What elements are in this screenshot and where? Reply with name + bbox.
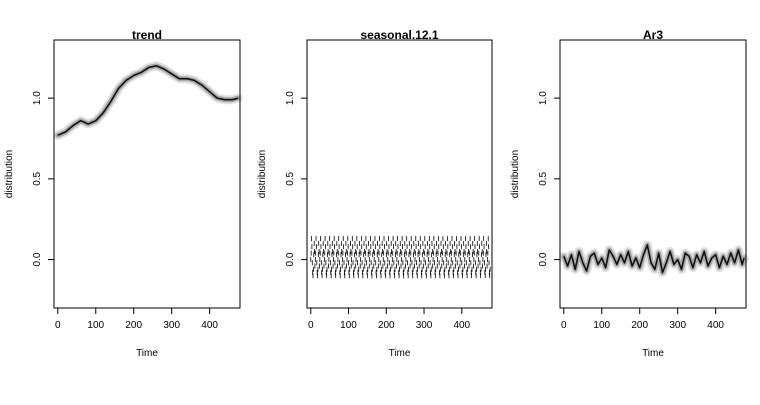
y-tick-label: 1.0 bbox=[285, 91, 296, 105]
y-tick-label: 0.5 bbox=[538, 171, 549, 185]
y-axis-label: distribution bbox=[257, 150, 268, 198]
x-tick-label: 200 bbox=[125, 320, 142, 331]
x-tick-label: 200 bbox=[378, 320, 395, 331]
series-band bbox=[55, 63, 241, 138]
y-tick-label: 0.5 bbox=[32, 171, 43, 185]
y-tick-label: 1.0 bbox=[538, 91, 549, 105]
chart-title: trend bbox=[132, 28, 162, 42]
plot-box bbox=[559, 39, 747, 309]
series-line bbox=[563, 244, 745, 274]
x-axis-label: Time bbox=[389, 348, 411, 359]
series-line bbox=[57, 65, 239, 137]
y-tick-label: 0.0 bbox=[32, 252, 43, 266]
chart-title: seasonal.12.1 bbox=[360, 28, 438, 42]
x-tick-label: 400 bbox=[707, 320, 724, 331]
y-tick-label: 1.0 bbox=[32, 91, 43, 105]
panel-3: Ar3 0 100 200 300 400 0.0 0.5 1.0 Time distributio… bbox=[510, 28, 749, 359]
x-tick-label: 0 bbox=[55, 320, 61, 331]
y-tick-label: 0.5 bbox=[285, 171, 296, 185]
y-axis-label: distribution bbox=[4, 150, 15, 198]
x-tick-label: 100 bbox=[340, 320, 357, 331]
plot-box bbox=[53, 39, 241, 309]
y-axis-label: distribution bbox=[510, 150, 521, 198]
y-tick-label: 0.0 bbox=[285, 252, 296, 266]
chart-title: Ar3 bbox=[643, 28, 663, 42]
x-tick-label: 0 bbox=[308, 320, 314, 331]
x-tick-label: 400 bbox=[201, 320, 218, 331]
panel-2: seasonal.12.1 0 100 200 300 400 0.0 0.5 1.0 Time d… bbox=[257, 28, 493, 359]
y-tick-label: 0.0 bbox=[538, 252, 549, 266]
x-tick-label: 0 bbox=[561, 320, 567, 331]
x-tick-label: 200 bbox=[631, 320, 648, 331]
x-tick-label: 300 bbox=[163, 320, 180, 331]
x-tick-label: 100 bbox=[87, 320, 104, 331]
x-axis-label: Time bbox=[136, 348, 158, 359]
x-tick-label: 100 bbox=[593, 320, 610, 331]
x-axis-label: Time bbox=[642, 348, 664, 359]
x-tick-label: 400 bbox=[453, 320, 470, 331]
x-tick-label: 300 bbox=[416, 320, 433, 331]
panel-1: trend 0 100 200 300 400 0.0 0.5 1.0 Time distribut… bbox=[4, 28, 243, 359]
plot-box bbox=[306, 39, 493, 309]
x-tick-label: 300 bbox=[669, 320, 686, 331]
